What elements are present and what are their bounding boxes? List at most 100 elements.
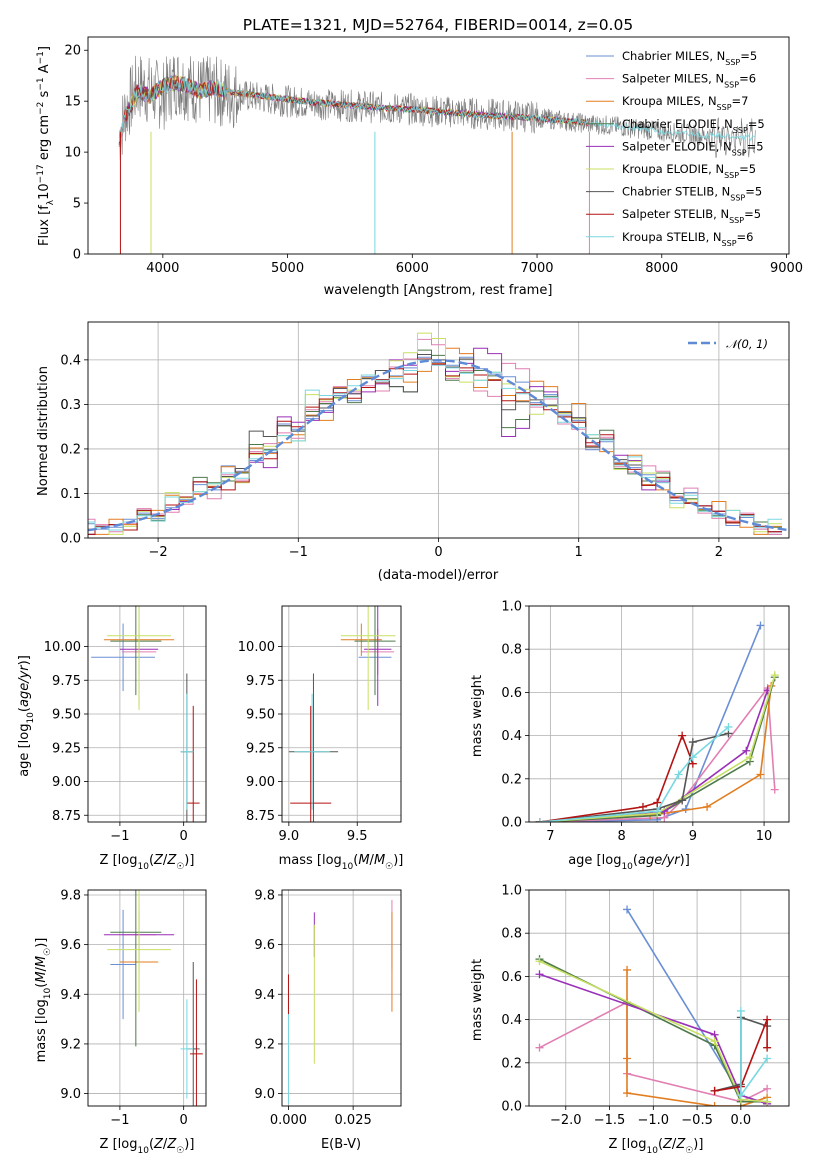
tick-label-y: 9.25 bbox=[246, 741, 275, 756]
grid-5 bbox=[88, 890, 206, 1106]
tick-label-y: 1.0 bbox=[501, 600, 522, 615]
massweight-series-line bbox=[539, 958, 768, 1103]
massweight-vs-age-panel: 7 8 9 10 0.0 0.2 0.4 0.6 0.8 1.0 bbox=[501, 600, 790, 844]
mw-z-xlabel: Z [log10(Z/Z☉)] bbox=[609, 1137, 704, 1156]
tick-label-x: 2 bbox=[715, 545, 723, 560]
massweight-marker bbox=[674, 770, 683, 779]
massweight-marker bbox=[736, 1091, 745, 1100]
tick-label-y: 9.8 bbox=[60, 888, 81, 903]
massweight-series-line bbox=[539, 674, 776, 822]
massweight-marker bbox=[745, 753, 754, 762]
massweight-series-line bbox=[539, 685, 772, 822]
ticks-1: −2 −1 0 1 2 0.0 0.1 0.2 0.3 0.4 bbox=[60, 353, 723, 560]
tick-label-x: −1.5 bbox=[594, 1113, 626, 1128]
mass-ebv-xlabel: E(B-V) bbox=[321, 1137, 361, 1152]
legend-label: Salpeter STELIB, NSSP=5 bbox=[622, 207, 761, 225]
grid-3 bbox=[282, 606, 401, 822]
tick-label-y: 9.00 bbox=[246, 775, 275, 790]
massweight-marker bbox=[703, 802, 712, 811]
tick-label-y: 0.4 bbox=[60, 353, 81, 368]
tick-label-y: 10 bbox=[64, 146, 81, 161]
tick-label-x: 6000 bbox=[396, 261, 429, 276]
tick-label-y: 0.8 bbox=[501, 643, 522, 658]
tick-label-x: 7000 bbox=[520, 261, 553, 276]
age-ylabel: age [log10(age/yr)] bbox=[17, 655, 36, 777]
legend-label: 𝒩(0, 1) bbox=[726, 337, 768, 351]
tick-label-y: 9.75 bbox=[246, 674, 275, 689]
errorbar-group bbox=[103, 890, 203, 1106]
tick-label-x: 8000 bbox=[645, 261, 678, 276]
tick-label-y: 9.0 bbox=[254, 1087, 275, 1102]
tick-label-x: 10 bbox=[756, 829, 773, 844]
tick-label-x: 0 bbox=[180, 829, 188, 844]
massweight-marker bbox=[770, 671, 779, 680]
tick-label-x: −2 bbox=[149, 545, 168, 560]
tick-label-y: 20 bbox=[64, 44, 81, 59]
residual-ylabel: Normed distribution bbox=[36, 366, 51, 496]
histogram-step-line bbox=[88, 347, 782, 535]
massweight-marker bbox=[678, 731, 687, 740]
grid-4 bbox=[529, 605, 789, 823]
ticks-3: 9.0 9.5 8.75 9.00 9.25 9.50 9.75 10.00 bbox=[238, 640, 368, 844]
tick-label-y: 0.2 bbox=[501, 1056, 522, 1071]
tick-label-y: 9.2 bbox=[60, 1037, 81, 1052]
tick-label-y: 9.50 bbox=[246, 708, 275, 723]
tick-label-y: 0.4 bbox=[501, 729, 522, 744]
tick-label-x: −0.5 bbox=[681, 1113, 713, 1128]
errorbar-group bbox=[287, 899, 393, 1104]
tick-label-x: 8 bbox=[617, 829, 625, 844]
massweight-marker bbox=[688, 738, 697, 747]
tick-label-y: 0.0 bbox=[501, 816, 522, 831]
tick-label-y: 0.8 bbox=[501, 927, 522, 942]
massweight-marker bbox=[623, 965, 632, 974]
tick-label-x: 9.0 bbox=[278, 829, 299, 844]
massweight-marker bbox=[763, 1097, 772, 1106]
massweight-marker bbox=[535, 970, 544, 979]
massweight-marker bbox=[763, 1084, 772, 1093]
tick-label-y: 9.6 bbox=[254, 938, 275, 953]
tick-label-y: 0.6 bbox=[501, 970, 522, 985]
spectrum-lines bbox=[118, 55, 756, 254]
tick-label-y: 10.00 bbox=[44, 640, 81, 655]
massweight-marker bbox=[653, 807, 662, 816]
residual-histogram-panel: −2 −1 0 1 2 0.0 0.1 0.2 0.3 0.4 bbox=[60, 321, 790, 560]
massweight-vs-metallicity-panel: −2.0 −1.5 −1.0 −0.5 0.0 0.0 0.2 0.4 0.6 0.8 1.0 bbox=[501, 884, 790, 1128]
histogram-step-line bbox=[88, 347, 782, 535]
tick-label-x: 9 bbox=[689, 829, 697, 844]
axes-frame bbox=[281, 605, 402, 823]
tick-label-y: 15 bbox=[64, 95, 81, 110]
axes-frame bbox=[528, 889, 790, 1107]
massweight-series-line bbox=[539, 677, 776, 822]
axes-frame bbox=[528, 605, 790, 823]
massweight-series-line bbox=[539, 973, 768, 1105]
axes-frame bbox=[87, 36, 790, 255]
ticks-5: −1 0 9.0 9.2 9.4 9.6 9.8 bbox=[60, 888, 188, 1128]
histogram-lines bbox=[88, 332, 789, 535]
tick-label-x: 0.000 bbox=[270, 1113, 307, 1128]
massweight-marker bbox=[756, 621, 765, 630]
axes-frame bbox=[87, 605, 207, 823]
tick-label-y: 9.25 bbox=[52, 741, 81, 756]
tick-label-y: 0.6 bbox=[501, 686, 522, 701]
tick-label-y: 9.4 bbox=[60, 988, 81, 1003]
legend-label: Kroupa STELIB, NSSP=6 bbox=[622, 230, 753, 248]
massweight-marker bbox=[535, 818, 544, 822]
age-vs-mass-panel: 9.0 9.5 8.75 9.00 9.25 9.50 9.75 10.00 bbox=[238, 605, 402, 844]
residual-legend: 𝒩(0, 1) bbox=[688, 337, 768, 351]
massweight-marker bbox=[535, 957, 544, 966]
tick-label-x: 0 bbox=[434, 545, 442, 560]
massweight-lines bbox=[535, 905, 772, 1106]
massweight-marker bbox=[736, 1006, 745, 1015]
massweight-marker bbox=[678, 796, 687, 805]
tick-label-x: 0.0 bbox=[731, 1113, 752, 1128]
tick-label-y: 1.0 bbox=[501, 884, 522, 899]
tick-label-x: 1 bbox=[575, 545, 583, 560]
spectrum-ylabel: Flux [fλ10−17 erg cm−2 s−1 A−1] bbox=[36, 46, 56, 246]
massweight-marker bbox=[763, 1015, 772, 1024]
tick-label-y: 8.75 bbox=[52, 809, 81, 824]
legend-label: Chabrier ELODIE, NSSP=5 bbox=[622, 117, 765, 135]
mass-z-xlabel: Z [log10(Z/Z☉)] bbox=[100, 1137, 195, 1156]
tick-label-y: 0.0 bbox=[501, 1100, 522, 1115]
tick-label-y: 9.8 bbox=[254, 888, 275, 903]
axes-frame bbox=[281, 889, 402, 1107]
